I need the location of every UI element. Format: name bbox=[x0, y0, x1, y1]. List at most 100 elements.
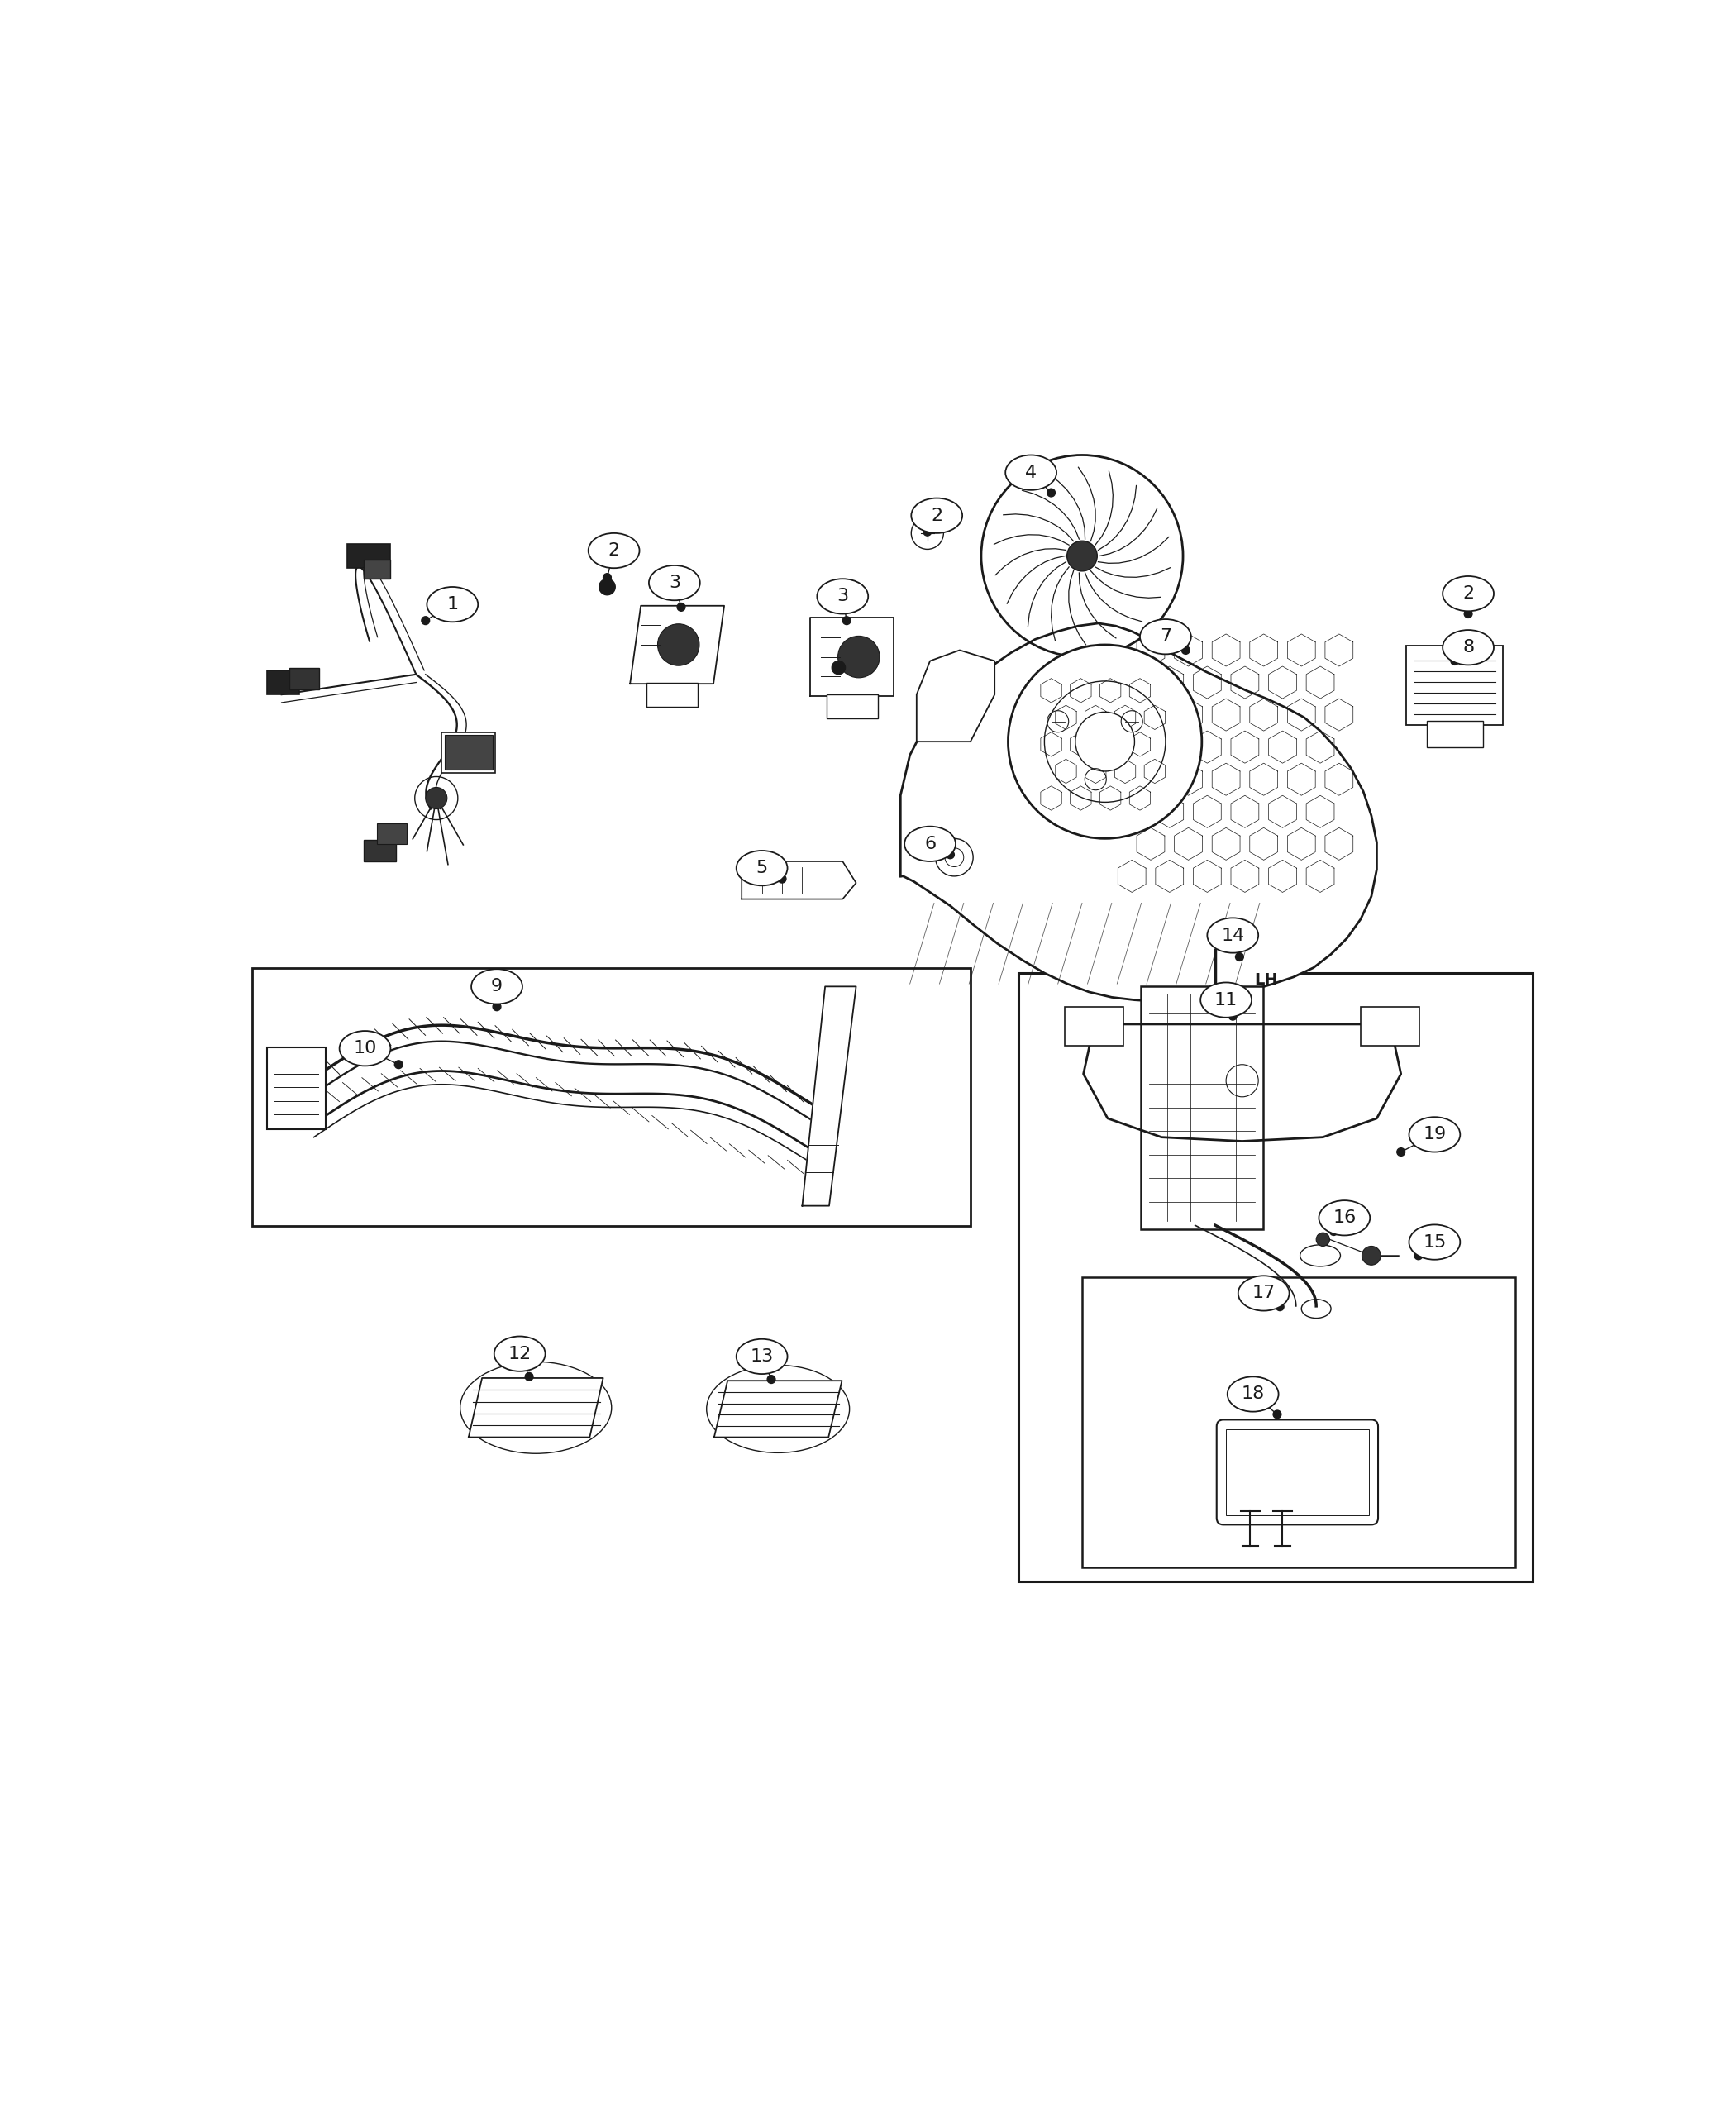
Text: 19: 19 bbox=[1424, 1126, 1446, 1143]
Circle shape bbox=[394, 1060, 403, 1069]
Text: 5: 5 bbox=[755, 860, 767, 877]
Circle shape bbox=[1276, 1303, 1285, 1311]
FancyBboxPatch shape bbox=[252, 968, 970, 1227]
Text: LH: LH bbox=[1255, 972, 1278, 989]
FancyBboxPatch shape bbox=[1427, 721, 1483, 748]
Text: 3: 3 bbox=[668, 575, 681, 590]
Circle shape bbox=[1415, 1252, 1422, 1261]
Text: 7: 7 bbox=[1160, 628, 1172, 645]
Polygon shape bbox=[811, 618, 894, 696]
Text: 8: 8 bbox=[1462, 639, 1474, 656]
Ellipse shape bbox=[1410, 1225, 1460, 1261]
Circle shape bbox=[838, 637, 880, 679]
FancyBboxPatch shape bbox=[1082, 1277, 1516, 1568]
Ellipse shape bbox=[911, 497, 962, 533]
Ellipse shape bbox=[1319, 1199, 1370, 1235]
FancyBboxPatch shape bbox=[363, 839, 396, 862]
Text: 6: 6 bbox=[924, 835, 936, 852]
FancyBboxPatch shape bbox=[1141, 987, 1264, 1229]
Circle shape bbox=[842, 616, 851, 624]
Polygon shape bbox=[1083, 1024, 1401, 1140]
Text: 4: 4 bbox=[1026, 464, 1036, 481]
Circle shape bbox=[524, 1372, 533, 1381]
Circle shape bbox=[1397, 1149, 1404, 1155]
Polygon shape bbox=[802, 987, 856, 1206]
Polygon shape bbox=[713, 1381, 842, 1438]
Text: 17: 17 bbox=[1252, 1286, 1276, 1301]
Text: 3: 3 bbox=[837, 588, 849, 605]
Polygon shape bbox=[917, 649, 995, 742]
Ellipse shape bbox=[904, 826, 955, 862]
Text: 2: 2 bbox=[1462, 586, 1474, 603]
Ellipse shape bbox=[1227, 1377, 1278, 1412]
Ellipse shape bbox=[470, 970, 523, 1003]
Circle shape bbox=[1316, 1233, 1330, 1246]
Circle shape bbox=[1009, 645, 1201, 839]
Circle shape bbox=[767, 1374, 776, 1383]
Circle shape bbox=[1075, 713, 1135, 772]
Ellipse shape bbox=[1141, 620, 1191, 653]
Polygon shape bbox=[630, 605, 724, 683]
Circle shape bbox=[1272, 1410, 1281, 1419]
Text: 14: 14 bbox=[1220, 928, 1245, 944]
Circle shape bbox=[1330, 1227, 1338, 1235]
FancyBboxPatch shape bbox=[377, 824, 406, 843]
Circle shape bbox=[1463, 609, 1472, 618]
FancyBboxPatch shape bbox=[646, 683, 698, 706]
Circle shape bbox=[1047, 489, 1055, 497]
Text: 16: 16 bbox=[1333, 1210, 1356, 1227]
Ellipse shape bbox=[1443, 630, 1493, 664]
Circle shape bbox=[924, 527, 932, 535]
FancyBboxPatch shape bbox=[1361, 1008, 1420, 1046]
Text: 10: 10 bbox=[352, 1039, 377, 1056]
Ellipse shape bbox=[818, 580, 868, 613]
Circle shape bbox=[1229, 1012, 1236, 1020]
FancyBboxPatch shape bbox=[826, 694, 878, 719]
Circle shape bbox=[599, 580, 615, 594]
Ellipse shape bbox=[1410, 1117, 1460, 1151]
FancyBboxPatch shape bbox=[267, 670, 299, 694]
Circle shape bbox=[1363, 1246, 1380, 1265]
Polygon shape bbox=[469, 1379, 602, 1438]
FancyBboxPatch shape bbox=[1226, 1429, 1368, 1516]
Circle shape bbox=[832, 662, 845, 675]
Circle shape bbox=[658, 624, 700, 666]
Text: 12: 12 bbox=[509, 1345, 531, 1362]
Text: 9: 9 bbox=[491, 978, 503, 995]
Text: 18: 18 bbox=[1241, 1385, 1264, 1402]
Circle shape bbox=[981, 455, 1182, 658]
Circle shape bbox=[1236, 953, 1243, 961]
FancyBboxPatch shape bbox=[267, 1048, 326, 1130]
Ellipse shape bbox=[340, 1031, 391, 1067]
Text: 15: 15 bbox=[1424, 1233, 1446, 1250]
Ellipse shape bbox=[589, 533, 639, 567]
Ellipse shape bbox=[1201, 982, 1252, 1018]
Ellipse shape bbox=[649, 565, 700, 601]
FancyBboxPatch shape bbox=[347, 544, 391, 567]
FancyBboxPatch shape bbox=[290, 668, 319, 689]
Ellipse shape bbox=[1443, 575, 1493, 611]
Text: 1: 1 bbox=[446, 597, 458, 613]
FancyBboxPatch shape bbox=[1019, 974, 1533, 1581]
Circle shape bbox=[422, 616, 429, 624]
FancyBboxPatch shape bbox=[444, 736, 493, 769]
Text: 13: 13 bbox=[750, 1349, 774, 1364]
FancyBboxPatch shape bbox=[1217, 1419, 1378, 1524]
Ellipse shape bbox=[1207, 917, 1259, 953]
Ellipse shape bbox=[427, 586, 477, 622]
Polygon shape bbox=[901, 624, 1377, 1001]
Circle shape bbox=[677, 603, 686, 611]
Circle shape bbox=[1068, 542, 1097, 571]
Polygon shape bbox=[741, 862, 856, 898]
Ellipse shape bbox=[736, 852, 788, 885]
Ellipse shape bbox=[1238, 1275, 1290, 1311]
Circle shape bbox=[1451, 658, 1458, 664]
Circle shape bbox=[425, 788, 448, 809]
Ellipse shape bbox=[1005, 455, 1057, 489]
Circle shape bbox=[946, 852, 955, 858]
FancyBboxPatch shape bbox=[1064, 1008, 1123, 1046]
Text: 2: 2 bbox=[930, 508, 943, 525]
Ellipse shape bbox=[495, 1336, 545, 1372]
Text: 11: 11 bbox=[1215, 991, 1238, 1008]
FancyBboxPatch shape bbox=[1406, 645, 1503, 725]
